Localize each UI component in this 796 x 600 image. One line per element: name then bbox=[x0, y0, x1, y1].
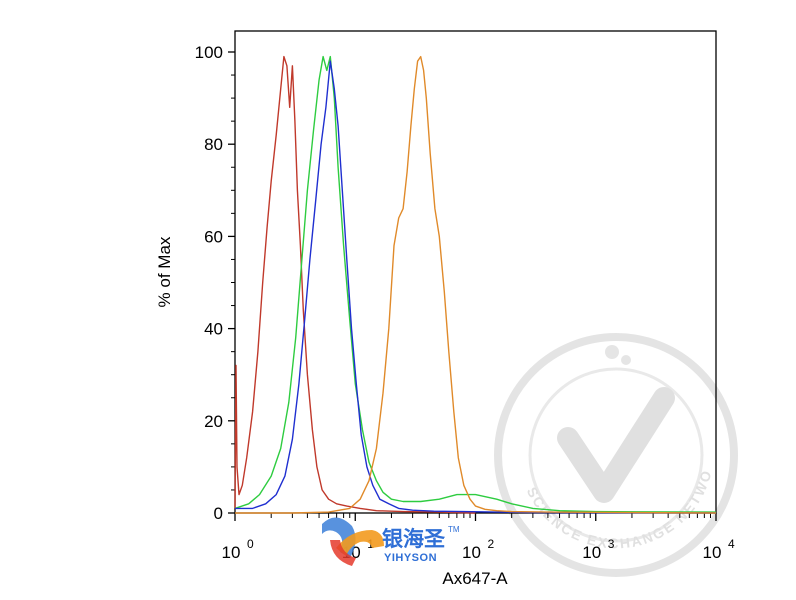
y-tick-label: 60 bbox=[204, 227, 223, 246]
y-tick-label: 40 bbox=[204, 320, 223, 339]
brand-swirl-icon bbox=[330, 540, 356, 566]
watermark-brand-logo: 银海圣 YIHYSON TM bbox=[322, 517, 460, 566]
x-tick-label: 10 bbox=[462, 543, 481, 562]
series-line-3 bbox=[235, 60, 717, 514]
x-tick-exponent: 0 bbox=[247, 537, 254, 551]
watermark-seal: SCIENCE EXCHANGE NETWORK bbox=[0, 0, 738, 577]
series-layer bbox=[234, 55, 717, 514]
brand-swirl-icon bbox=[336, 530, 384, 556]
x-tick-exponent: 3 bbox=[608, 537, 615, 551]
y-tick-label: 100 bbox=[195, 43, 223, 62]
seal-dot-icon bbox=[621, 355, 631, 365]
x-tick-label: 10 bbox=[582, 543, 601, 562]
y-tick-label: 80 bbox=[204, 135, 223, 154]
x-tick-exponent: 2 bbox=[488, 537, 495, 551]
y-tick-label: 0 bbox=[214, 504, 223, 523]
seal-dot-icon bbox=[605, 345, 619, 359]
seal-outer-ring bbox=[494, 333, 738, 577]
x-axis-title: Ax647-A bbox=[442, 569, 508, 588]
x-tick-label: 10 bbox=[222, 543, 241, 562]
x-tick-exponent: 4 bbox=[728, 537, 735, 551]
x-tick-label: 10 bbox=[703, 543, 722, 562]
seal-check-icon bbox=[557, 387, 675, 503]
y-axis-title: % of Max bbox=[155, 236, 174, 307]
series-line-4 bbox=[235, 55, 717, 514]
series-line-1 bbox=[234, 55, 476, 514]
brand-name-cn: 银海圣 bbox=[382, 527, 446, 551]
brand-name-en: YIHYSON bbox=[384, 552, 437, 564]
y-axis: 0 20 40 60 80 100 bbox=[195, 43, 235, 523]
series-line-2 bbox=[234, 55, 717, 513]
trademark-mark: TM bbox=[448, 525, 460, 534]
seal-inner-ring bbox=[528, 367, 704, 543]
y-tick-label: 20 bbox=[204, 412, 223, 431]
